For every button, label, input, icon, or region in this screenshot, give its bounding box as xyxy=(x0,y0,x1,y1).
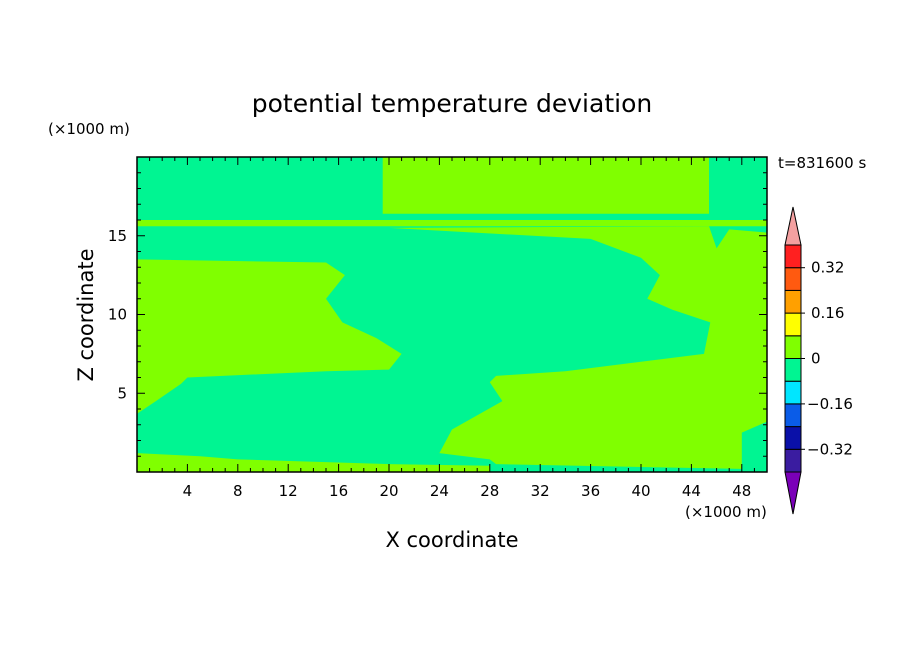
x-tick-label: 32 xyxy=(531,482,550,500)
x-tick-label: 28 xyxy=(480,482,499,500)
y-tick-label: 10 xyxy=(108,306,127,324)
colorbar: −0.32 −0.16 0 0.16 0.32 xyxy=(784,206,853,515)
x-tick-label: 24 xyxy=(430,482,449,500)
y-unit-label: (×1000 m) xyxy=(48,120,130,138)
colorbar-segment xyxy=(784,448,802,473)
contour-region-0 xyxy=(382,157,709,214)
colorbar-label: −0.32 xyxy=(807,440,853,458)
y-tick-label: 5 xyxy=(117,384,127,402)
colorbar-segment xyxy=(784,289,802,314)
contour-region-2 xyxy=(137,259,402,414)
colorbar-segment xyxy=(784,244,802,269)
x-tick-label: 44 xyxy=(682,482,701,500)
contour-region-4 xyxy=(137,453,490,472)
colorbar-label: 0.32 xyxy=(811,259,844,277)
colorbar-segment xyxy=(784,267,802,291)
x-tick-label: 20 xyxy=(379,482,398,500)
colorbar-label: 0.16 xyxy=(811,304,844,322)
x-tick-label: 40 xyxy=(631,482,650,500)
colorbar-segment xyxy=(784,335,802,359)
contour-fills xyxy=(137,157,767,472)
colorbar-segment xyxy=(784,426,802,450)
x-tick-label: 16 xyxy=(329,482,348,500)
x-unit-label: (×1000 m) xyxy=(685,503,767,521)
contour-region-3 xyxy=(389,226,767,469)
colorbar-label: 0 xyxy=(811,350,821,368)
x-tick-label: 12 xyxy=(279,482,298,500)
x-axis-label: X coordinate xyxy=(385,528,518,552)
colorbar-label: −0.16 xyxy=(807,395,853,413)
colorbar-over-arrow xyxy=(784,206,802,246)
x-tick-label: 48 xyxy=(732,482,751,500)
x-axis-ticks: 4 8 12 16 20 24 28 32 36 40 44 48 xyxy=(149,157,755,500)
x-tick-label: 4 xyxy=(183,482,193,500)
colorbar-segment xyxy=(784,312,802,337)
colorbar-segment xyxy=(784,403,802,428)
x-tick-label: 8 xyxy=(233,482,243,500)
x-tick-label: 36 xyxy=(581,482,600,500)
colorbar-segment xyxy=(784,358,802,382)
time-label: t=831600 s xyxy=(778,154,866,172)
colorbar-segment xyxy=(784,380,802,405)
y-tick-label: 15 xyxy=(108,227,127,245)
colorbar-under-arrow xyxy=(784,471,802,515)
y-axis-ticks: 5 10 15 xyxy=(108,172,767,457)
y-axis-label: Z coordinate xyxy=(74,248,98,381)
contour-region-1 xyxy=(137,220,767,227)
chart-title: potential temperature deviation xyxy=(252,89,652,118)
